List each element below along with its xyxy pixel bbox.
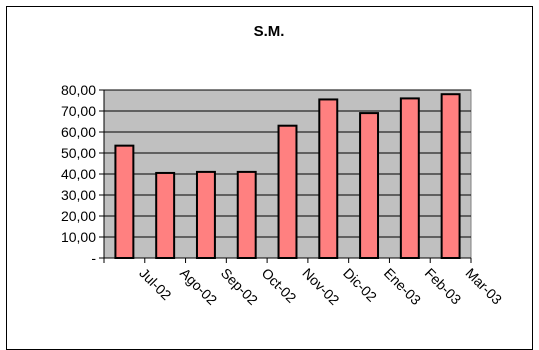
bar-oct-02 (236, 170, 257, 259)
y-tick-label: 70,00 (61, 103, 96, 119)
bar-feb-03 (399, 97, 420, 260)
bar-ene-03 (359, 112, 380, 259)
y-tick-label: 20,00 (61, 208, 96, 224)
y-tick-label: 60,00 (61, 124, 96, 140)
y-tick-label: 80,00 (61, 82, 96, 98)
chart-title: S.M. (254, 23, 285, 40)
bar-mar-03 (440, 93, 461, 259)
bar-sep-02 (195, 170, 216, 259)
bar-nov-02 (277, 124, 298, 259)
y-tick-label: 10,00 (61, 229, 96, 245)
bar-jul-02 (114, 144, 135, 259)
bars (114, 93, 461, 260)
y-tick-label: 30,00 (61, 187, 96, 203)
y-axis: - 10,00 20,00 30,00 40,00 50,00 60,00 70,00 80,0… (61, 82, 105, 266)
y-tick-label: 50,00 (61, 145, 96, 161)
y-tick-label: 40,00 (61, 166, 96, 182)
bar-dic-02 (318, 98, 339, 259)
y-tick-label: - (91, 250, 96, 266)
bar-ago-02 (155, 171, 176, 259)
